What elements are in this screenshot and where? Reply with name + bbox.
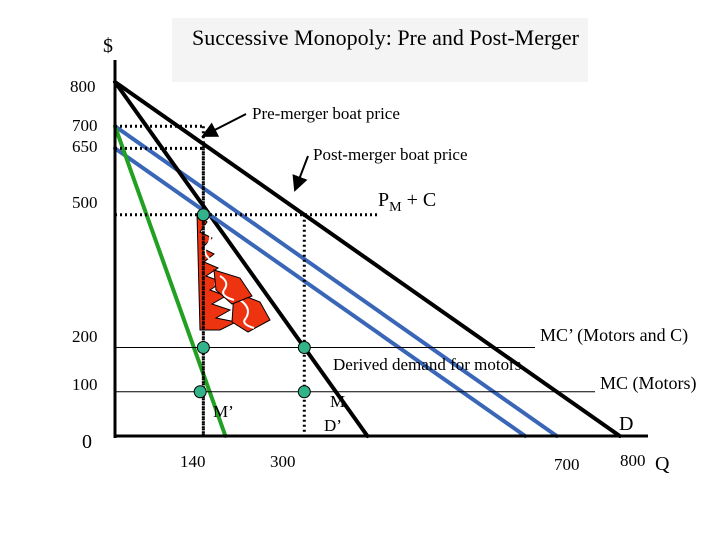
y-tick-650: 650 <box>72 137 98 156</box>
pre-merger-label: Pre-merger boat price <box>252 104 400 123</box>
x-axis-label: Q <box>655 453 670 475</box>
mc-prime-label: MC’ (Motors and C) <box>540 325 688 346</box>
pm-c-sub: M <box>389 200 402 215</box>
y-tick-500: 500 <box>72 193 98 212</box>
y-tick-200: 200 <box>72 327 98 346</box>
series-line-d-0 <box>113 80 622 438</box>
x-tick-800: 800 <box>620 451 646 470</box>
x-tick-300: 300 <box>270 452 296 471</box>
post-merger-label: Post-merger boat price <box>313 145 468 164</box>
series-line-m-4 <box>113 124 228 438</box>
equilibrium-marker-0 <box>196 208 210 222</box>
pm-c-main: P <box>378 189 389 211</box>
m-label: M <box>330 392 345 411</box>
series-line-derived-demand-for-motors-3 <box>113 146 528 438</box>
y-tick-700: 700 <box>72 116 98 135</box>
equilibrium-marker-2 <box>297 341 311 354</box>
y-tick-800: 800 <box>70 77 96 96</box>
y-axis-label: $ <box>103 35 113 57</box>
m-prime-label: M’ <box>213 402 234 421</box>
pm-c-tail: + C <box>402 189 437 211</box>
chart-title: Successive Monopoly: Pre and Post-Merger <box>192 25 579 50</box>
deadweight-loss-hatch <box>196 212 271 333</box>
series-line-m-2 <box>113 80 370 438</box>
equilibrium-marker-1 <box>196 341 210 354</box>
y-tick-0: 0 <box>82 431 92 453</box>
d-label: D <box>619 413 633 435</box>
title-box: Successive Monopoly: Pre and Post-Merger <box>172 18 588 82</box>
series-line-d-1 <box>113 124 559 438</box>
d-prime-label: D’ <box>324 416 342 435</box>
x-tick-140: 140 <box>180 452 206 471</box>
x-tick-700: 700 <box>554 455 580 474</box>
pm-c-label: PM + C <box>378 189 436 215</box>
post-merger-arrow <box>292 155 309 192</box>
mc-label: MC (Motors) <box>600 373 697 394</box>
equilibrium-marker-3 <box>297 385 311 399</box>
equilibrium-marker-4 <box>193 385 207 399</box>
pre-merger-arrow <box>201 113 247 137</box>
y-tick-100: 100 <box>72 375 98 394</box>
derived-demand-label: Derived demand for motors <box>333 355 521 374</box>
